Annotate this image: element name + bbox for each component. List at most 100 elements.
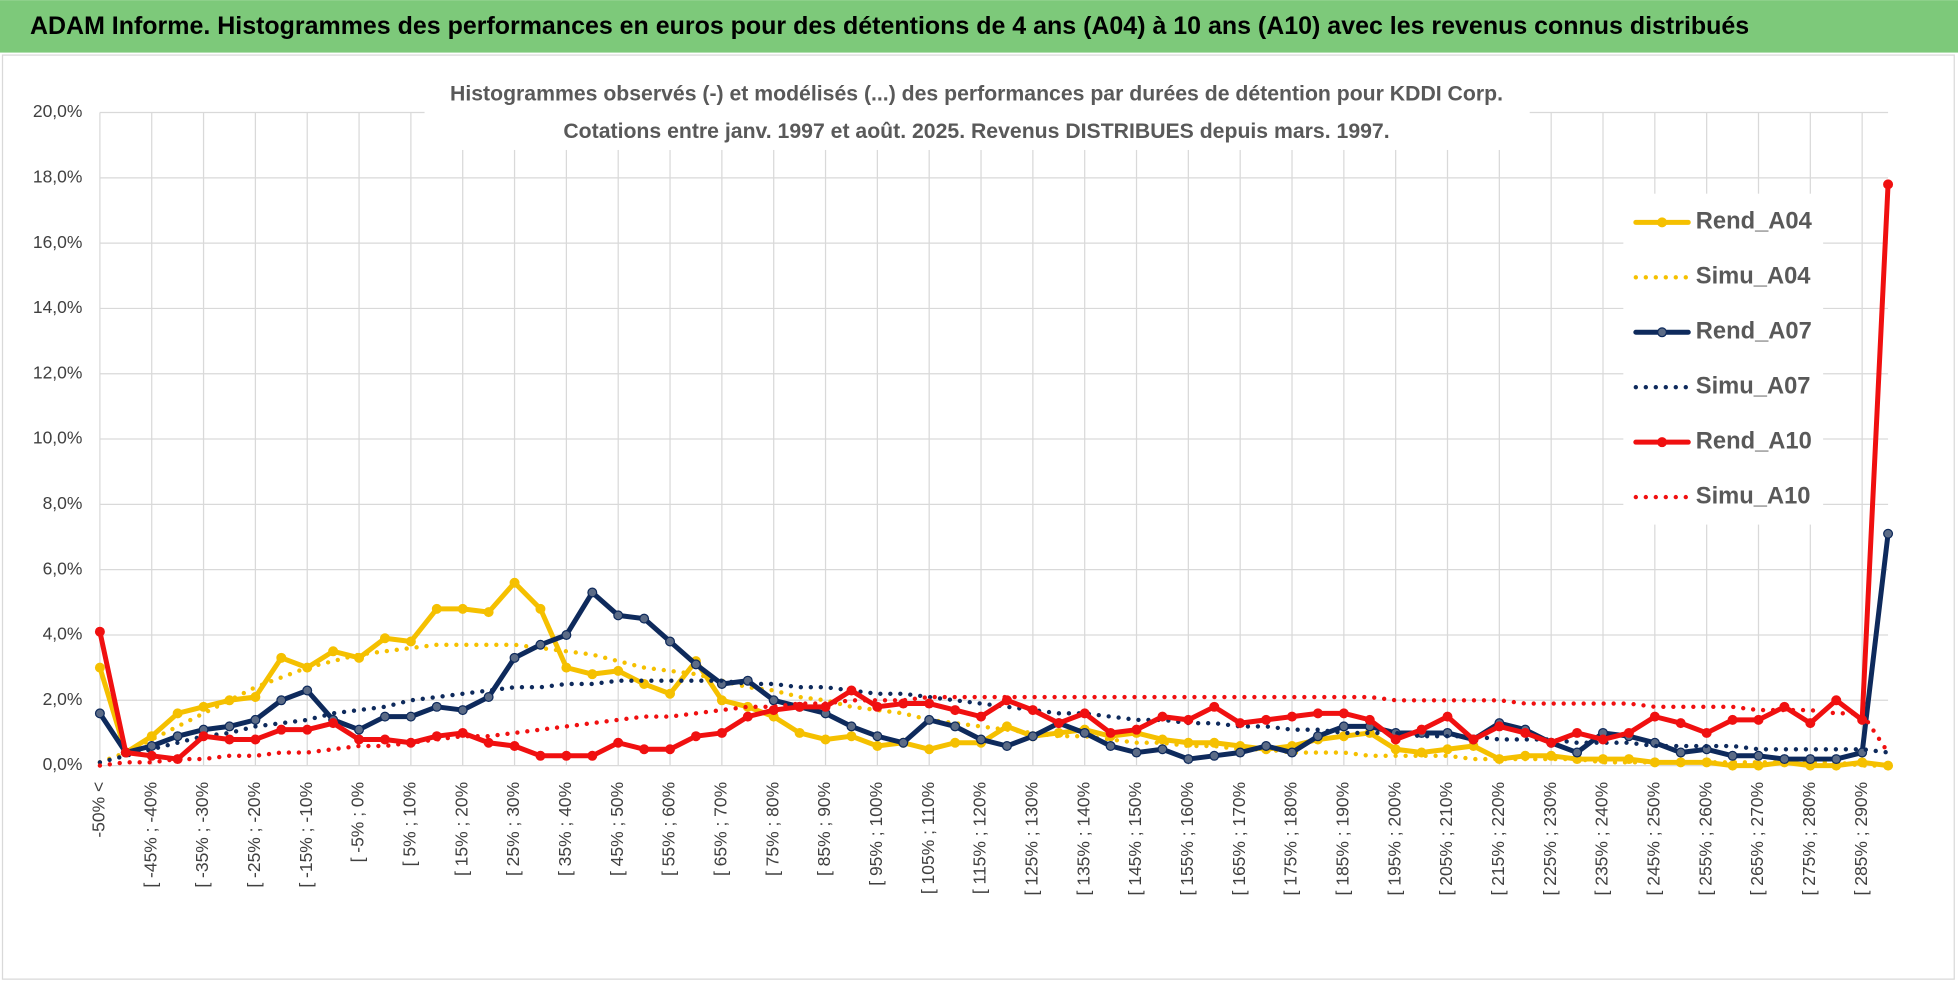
data-point (1416, 724, 1427, 735)
series-line (97, 181, 1891, 762)
data-point (561, 750, 572, 761)
data-point (1779, 754, 1790, 765)
data-point (846, 685, 857, 696)
data-point (535, 603, 546, 614)
x-tick-label: [ 175% ; 180% (1281, 782, 1301, 896)
data-point (742, 711, 753, 722)
data-point (820, 734, 831, 745)
legend-label: Rend_A10 (1696, 428, 1812, 454)
data-point (1027, 731, 1038, 742)
data-point (457, 603, 468, 614)
data-point (1027, 705, 1038, 716)
data-point (379, 633, 390, 644)
header-bar (0, 0, 1958, 53)
data-point (1105, 741, 1116, 751)
data-point (1131, 747, 1142, 758)
x-tick-label: [ 125% ; 130% (1021, 782, 1041, 896)
data-point (1079, 727, 1090, 738)
data-point (1805, 718, 1816, 729)
data-point (1857, 714, 1868, 725)
y-tick-label: 4,0% (43, 624, 83, 644)
x-tick-label: [ 55% ; 60% (659, 782, 679, 876)
data-point (431, 603, 442, 614)
x-tick-label: [ -25% ; -20% (244, 782, 264, 888)
data-point (1598, 734, 1608, 745)
data-point (328, 718, 339, 729)
x-tick-label: [ -45% ; -40% (140, 782, 160, 888)
x-tick-label: [ 145% ; 150% (1125, 782, 1145, 896)
series-line (97, 580, 1891, 769)
x-tick-label: -50% < (89, 782, 109, 838)
data-point (146, 741, 157, 751)
data-point (535, 639, 546, 650)
x-tick-label: [ 25% ; 30% (503, 782, 523, 876)
x-tick-label: [ 135% ; 140% (1073, 782, 1093, 896)
data-point (198, 701, 209, 712)
data-point (950, 737, 961, 748)
data-point (1805, 754, 1816, 765)
data-point (587, 750, 598, 761)
y-tick-label: 16,0% (33, 232, 83, 252)
data-point (302, 724, 313, 735)
data-point (94, 662, 105, 673)
y-tick-label: 14,0% (33, 297, 83, 317)
data-point (587, 669, 598, 680)
data-point (665, 688, 676, 699)
data-point (172, 708, 183, 719)
data-point (224, 721, 235, 732)
data-point (146, 750, 157, 761)
legend-label: Rend_A04 (1696, 209, 1813, 235)
data-point (1105, 727, 1116, 738)
data-point (768, 695, 779, 706)
series-line (97, 642, 1891, 768)
data-point (613, 610, 624, 621)
legend-label: Rend_A07 (1696, 319, 1812, 345)
x-tick-label: [ 225% ; 230% (1540, 782, 1560, 896)
data-point (665, 636, 676, 647)
plot-area (94, 179, 1894, 771)
data-point (405, 636, 416, 647)
data-point (1623, 727, 1634, 738)
x-tick-label: [ 75% ; 80% (762, 782, 782, 876)
x-tick-label: [ 105% ; 110% (918, 782, 938, 894)
data-point (1442, 711, 1453, 722)
data-point (561, 662, 572, 673)
data-point (924, 714, 935, 725)
data-point (1572, 727, 1583, 738)
data-point (976, 711, 987, 722)
data-point (1546, 750, 1557, 761)
data-point (561, 629, 572, 640)
data-point (1079, 708, 1090, 719)
x-tick-label: [ 155% ; 160% (1177, 782, 1197, 896)
legend-background (1623, 193, 1824, 525)
data-point (276, 695, 287, 706)
data-point (1183, 714, 1194, 725)
data-point (509, 577, 520, 588)
data-point (198, 731, 209, 742)
x-tick-label: [ -15% ; -10% (296, 782, 316, 888)
data-point (1261, 741, 1272, 751)
data-point (1727, 714, 1738, 725)
y-tick-label: 0,0% (43, 754, 83, 774)
data-point (431, 701, 442, 712)
data-point (690, 731, 701, 742)
data-point (1390, 734, 1401, 745)
data-point (1287, 747, 1298, 758)
data-point (483, 607, 494, 618)
data-point (872, 731, 883, 742)
data-point (250, 714, 261, 725)
data-point (1235, 718, 1246, 729)
data-point (1675, 747, 1686, 758)
y-tick-label: 12,0% (33, 362, 83, 382)
series-line (97, 694, 1891, 768)
chart-frame (1, 54, 1955, 980)
data-point (1364, 714, 1375, 725)
data-point (872, 741, 883, 751)
title-background (424, 77, 1530, 150)
data-point (950, 705, 961, 716)
data-point (1494, 721, 1505, 732)
data-point (1753, 750, 1764, 761)
data-point (1675, 718, 1686, 729)
data-point (379, 734, 390, 745)
data-point (405, 711, 416, 722)
